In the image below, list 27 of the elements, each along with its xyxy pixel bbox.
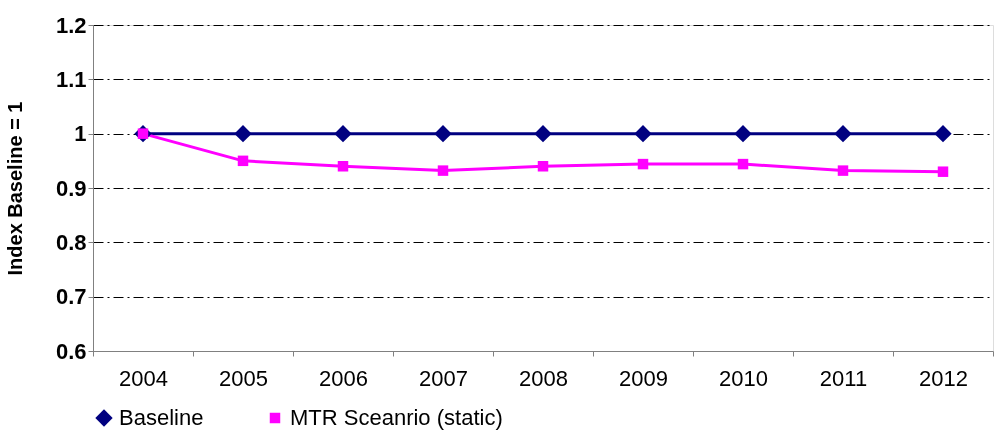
x-tick-label: 2008 — [519, 365, 568, 391]
y-tick-label: 0.8 — [55, 229, 87, 255]
point — [334, 125, 352, 143]
point — [534, 125, 552, 143]
x-tick-label: 2012 — [919, 365, 968, 391]
x-tick-label: 2004 — [119, 365, 168, 391]
y-axis-title: Index Baseline = 1 — [3, 101, 26, 276]
point — [234, 125, 252, 143]
y-tick-label: 0.9 — [55, 175, 87, 201]
point — [634, 125, 652, 143]
x-tick-label: 2005 — [219, 365, 268, 391]
x-tick-label: 2007 — [419, 365, 468, 391]
y-tick-label: 1.2 — [55, 12, 87, 38]
point — [734, 125, 752, 143]
x-tick-label: 2009 — [619, 365, 668, 391]
x-tick-label: 2010 — [719, 365, 768, 391]
point — [934, 125, 952, 143]
y-tick-label: 0.7 — [55, 284, 87, 310]
y-tick-label: 1.1 — [55, 66, 87, 92]
legend-label: Baseline — [119, 405, 204, 430]
x-tick-label: 2011 — [819, 365, 868, 391]
point — [834, 125, 852, 143]
point — [434, 125, 452, 143]
y-tick-label: 1 — [74, 121, 87, 147]
legend-label: MTR Sceanrio (static) — [290, 405, 503, 430]
x-tick-label: 2006 — [319, 365, 368, 391]
y-tick-label: 0.6 — [55, 338, 87, 364]
